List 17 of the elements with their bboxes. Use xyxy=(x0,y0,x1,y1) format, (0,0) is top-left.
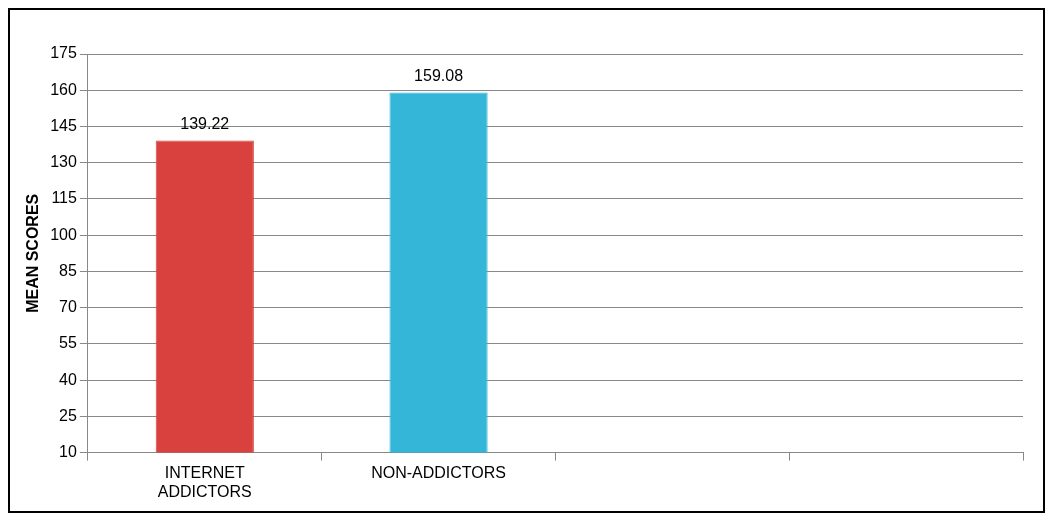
y-tick-label: 100 xyxy=(50,225,77,243)
y-tick-label: 70 xyxy=(59,298,77,316)
y-tick-label: 175 xyxy=(50,44,77,62)
y-axis-title: MEAN SCORES xyxy=(24,193,42,313)
y-tick-label: 10 xyxy=(59,443,77,461)
y-tick-label: 160 xyxy=(50,80,77,98)
y-tick-label: 145 xyxy=(50,116,77,134)
y-tick-label: 115 xyxy=(51,189,77,207)
y-tick-label: 25 xyxy=(59,406,77,424)
y-tick-label: 55 xyxy=(59,334,77,352)
x-tick-label: NON-ADDICTORS xyxy=(371,463,506,481)
x-tick-label: INTERNET ADDICTORS xyxy=(157,463,252,500)
y-tick-label: 85 xyxy=(59,261,77,279)
data-label: 159.08 xyxy=(414,66,464,84)
y-tick-label: 40 xyxy=(59,370,77,388)
y-tick-label: 130 xyxy=(50,153,77,171)
data-label: 139.22 xyxy=(180,114,230,132)
